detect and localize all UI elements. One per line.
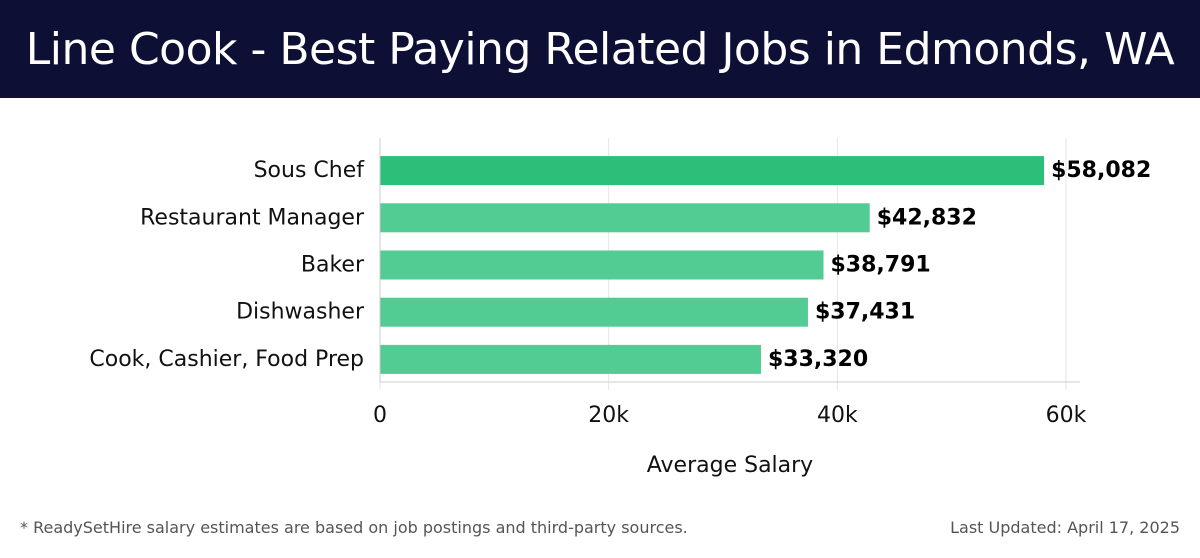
x-tick-label: 0 <box>373 403 387 428</box>
bar <box>380 203 870 233</box>
value-label: $58,082 <box>1051 158 1151 183</box>
category-label: Baker <box>301 253 365 278</box>
value-label: $33,320 <box>768 347 868 372</box>
page-title: Line Cook - Best Paying Related Jobs in … <box>25 23 1175 75</box>
bar-chart: Sous Chef $58,082 Restaurant Manager $42,83… <box>89 138 1151 478</box>
x-tick-label: 40k <box>817 403 858 428</box>
bar <box>380 297 808 327</box>
footnote: * ReadySetHire salary estimates are base… <box>20 518 688 537</box>
x-tick-label: 20k <box>588 403 629 428</box>
value-label: $38,791 <box>831 253 931 278</box>
category-label: Cook, Cashier, Food Prep <box>89 347 364 372</box>
last-updated: Last Updated: April 17, 2025 <box>950 518 1180 537</box>
category-label: Restaurant Manager <box>140 205 365 230</box>
header-bar: Line Cook - Best Paying Related Jobs in … <box>0 0 1200 98</box>
bar <box>380 344 761 374</box>
bar <box>380 250 824 280</box>
value-label: $37,431 <box>815 300 915 325</box>
category-label: Sous Chef <box>254 158 366 183</box>
x-axis-title: Average Salary <box>647 453 813 478</box>
bar <box>380 156 1045 186</box>
category-label: Dishwasher <box>236 300 365 325</box>
value-label: $42,832 <box>877 205 977 230</box>
x-tick-label: 60k <box>1046 403 1087 428</box>
